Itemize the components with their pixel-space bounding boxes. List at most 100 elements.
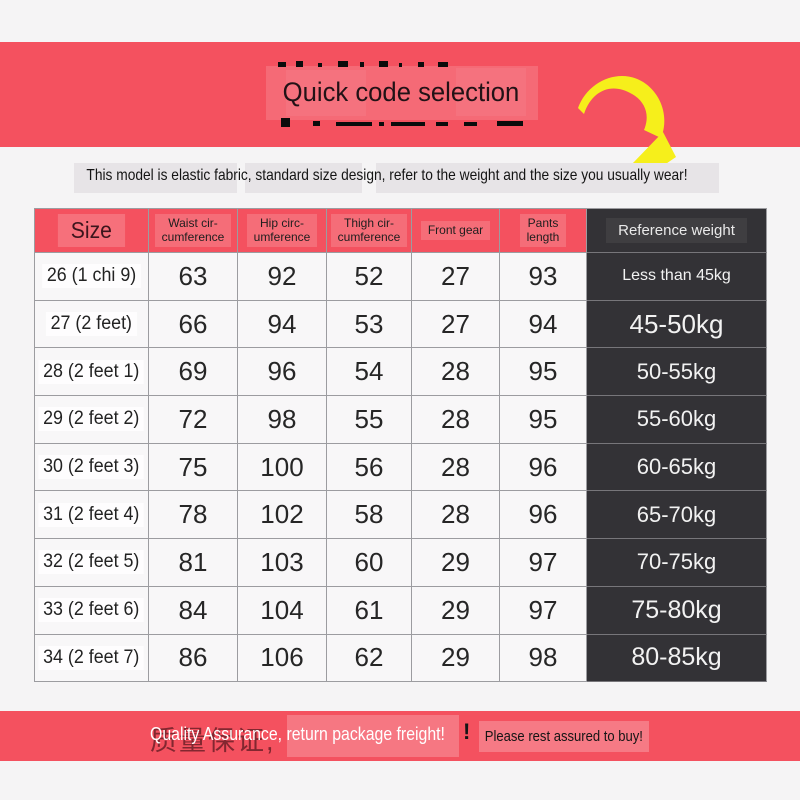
cell-value: 61 bbox=[354, 594, 384, 625]
header-thigh-line2: cumference bbox=[337, 229, 401, 244]
table-cell: 55 bbox=[327, 396, 412, 444]
table-cell: 53 bbox=[327, 300, 412, 349]
covered-chinese-text: 质量保证, bbox=[150, 726, 276, 756]
cell-value: 28 bbox=[441, 499, 470, 530]
size-label-cell: 32 (2 feet 5) bbox=[35, 539, 149, 587]
cell-value: 29 (2 feet 2) bbox=[38, 407, 145, 432]
table-cell: 78 bbox=[149, 491, 238, 540]
cell-value: 54 bbox=[354, 356, 384, 387]
covered-text-mark bbox=[313, 121, 320, 126]
header-hip-line2: umference bbox=[253, 229, 311, 244]
cell-value: 70-75kg bbox=[636, 549, 717, 575]
cell-value: 56 bbox=[354, 451, 384, 482]
header-front-gear: Front gear bbox=[412, 209, 500, 253]
table-cell: 61 bbox=[327, 586, 412, 635]
cell-value: 28 bbox=[441, 403, 470, 434]
table-cell: 28 bbox=[412, 443, 500, 492]
table-cell: 97 bbox=[500, 586, 587, 635]
fabric-note-text: This model is elastic fabric, standard s… bbox=[86, 167, 688, 184]
size-label-cell: 26 (1 chi 9) bbox=[35, 253, 149, 301]
top-banner: Quick code selection bbox=[0, 42, 800, 147]
cell-value: 94 bbox=[267, 308, 297, 339]
header-front-gear-label: Front gear bbox=[420, 220, 491, 241]
covered-text-mark bbox=[464, 122, 477, 126]
cell-value: 104 bbox=[260, 594, 304, 625]
header-size-label: Size bbox=[58, 214, 125, 247]
header-waist-line1: Waist cir- bbox=[168, 216, 218, 230]
cell-value: 28 bbox=[441, 451, 470, 482]
exclamation-mark: ! bbox=[463, 719, 471, 744]
cell-value: 60 bbox=[354, 546, 384, 577]
covered-text-patch bbox=[266, 66, 538, 120]
table-cell: 100 bbox=[238, 443, 327, 492]
cell-value: 50-55kg bbox=[636, 358, 717, 384]
cell-value: 84 bbox=[178, 594, 208, 625]
covered-text-patch bbox=[376, 163, 719, 193]
cell-value: 72 bbox=[178, 403, 208, 434]
table-cell: 106 bbox=[238, 634, 327, 683]
table-cell: 81 bbox=[149, 539, 238, 587]
table-cell: 102 bbox=[238, 491, 327, 540]
cell-value: 93 bbox=[528, 260, 558, 291]
cell-value: 81 bbox=[178, 546, 208, 577]
cell-value: 27 (2 feet) bbox=[46, 312, 137, 337]
cell-value: 55-60kg bbox=[636, 406, 717, 432]
table-cell: 98 bbox=[500, 634, 587, 683]
cell-value: 26 (1 chi 9) bbox=[42, 264, 141, 289]
table-cell: 95 bbox=[500, 396, 587, 444]
covered-text-mark bbox=[278, 62, 286, 67]
header-thigh-line1: Thigh cir- bbox=[343, 216, 394, 230]
table-cell: 66 bbox=[149, 300, 238, 349]
cell-value: 106 bbox=[260, 642, 304, 673]
covered-text-mark bbox=[281, 118, 290, 127]
table-cell: 28 bbox=[412, 396, 500, 444]
header-waist: Waist cir- cumference bbox=[149, 209, 238, 253]
cell-value: 96 bbox=[267, 356, 297, 387]
reference-weight-cell: 65-70kg bbox=[587, 491, 767, 540]
table-cell: 96 bbox=[238, 348, 327, 397]
cell-value: 45-50kg bbox=[629, 308, 724, 339]
cell-value: 28 bbox=[441, 356, 470, 387]
table-cell: 72 bbox=[149, 396, 238, 444]
cell-value: 92 bbox=[267, 260, 297, 291]
size-label-cell: 34 (2 feet 7) bbox=[35, 634, 149, 683]
size-label-cell: 29 (2 feet 2) bbox=[35, 396, 149, 444]
table-cell: 63 bbox=[149, 253, 238, 301]
cell-value: 63 bbox=[178, 260, 208, 291]
covered-text-mark bbox=[436, 122, 448, 126]
cell-value: 97 bbox=[528, 546, 558, 577]
cell-value: 78 bbox=[178, 499, 208, 530]
cell-value: 86 bbox=[178, 642, 208, 673]
covered-text-mark bbox=[296, 61, 303, 67]
table-cell: 28 bbox=[412, 348, 500, 397]
size-label-cell: 27 (2 feet) bbox=[35, 300, 149, 349]
table-cell: 86 bbox=[149, 634, 238, 683]
cell-value: 27 bbox=[441, 260, 470, 291]
cell-value: 66 bbox=[178, 308, 208, 339]
covered-text-mark bbox=[360, 62, 364, 67]
covered-text-mark bbox=[338, 61, 348, 67]
header-pants-line1: Pants bbox=[527, 216, 559, 230]
size-label-cell: 28 (2 feet 1) bbox=[35, 348, 149, 397]
cell-value: 29 bbox=[441, 546, 470, 577]
reference-weight-cell: 70-75kg bbox=[587, 539, 767, 587]
header-waist-line2: cumference bbox=[161, 229, 225, 244]
cell-value: 52 bbox=[354, 260, 384, 291]
cell-value: 65-70kg bbox=[636, 501, 717, 527]
reference-weight-cell: 45-50kg bbox=[587, 300, 767, 349]
cell-value: 75-80kg bbox=[631, 595, 722, 624]
table-cell: 97 bbox=[500, 539, 587, 587]
header-reference-weight: Reference weight bbox=[587, 209, 767, 253]
cell-value: 94 bbox=[528, 308, 558, 339]
cell-value: 58 bbox=[354, 499, 384, 530]
covered-text-mark bbox=[318, 63, 322, 67]
covered-text-patch bbox=[74, 163, 237, 193]
cell-value: 55 bbox=[354, 403, 384, 434]
table-cell: 93 bbox=[500, 253, 587, 301]
covered-text-patch bbox=[245, 163, 362, 193]
table-cell: 56 bbox=[327, 443, 412, 492]
cell-value: 103 bbox=[260, 546, 304, 577]
cell-value: 31 (2 feet 4) bbox=[38, 502, 145, 527]
table-cell: 29 bbox=[412, 539, 500, 587]
reference-weight-cell: 75-80kg bbox=[587, 586, 767, 635]
